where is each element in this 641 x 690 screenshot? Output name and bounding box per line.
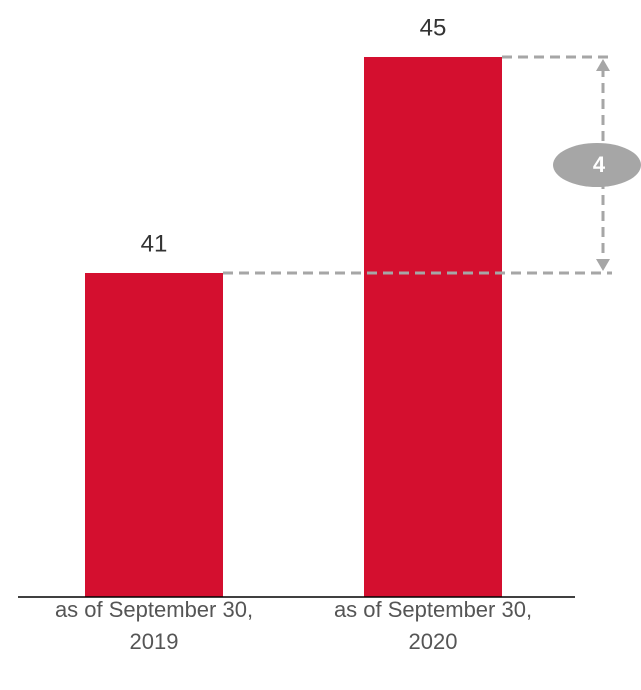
data-label: 45: [420, 14, 447, 41]
arrow-head: [596, 259, 610, 271]
x-tick-label: as of September 30, 2019: [54, 597, 254, 654]
bar: [85, 273, 223, 597]
annotation-bubble: [553, 143, 641, 187]
bar: [364, 57, 502, 597]
annotation-text: 4: [593, 152, 606, 177]
data-label: 41: [141, 230, 168, 257]
x-tick-label: as of September 30, 2020: [333, 597, 533, 654]
arrow-head: [596, 59, 610, 71]
